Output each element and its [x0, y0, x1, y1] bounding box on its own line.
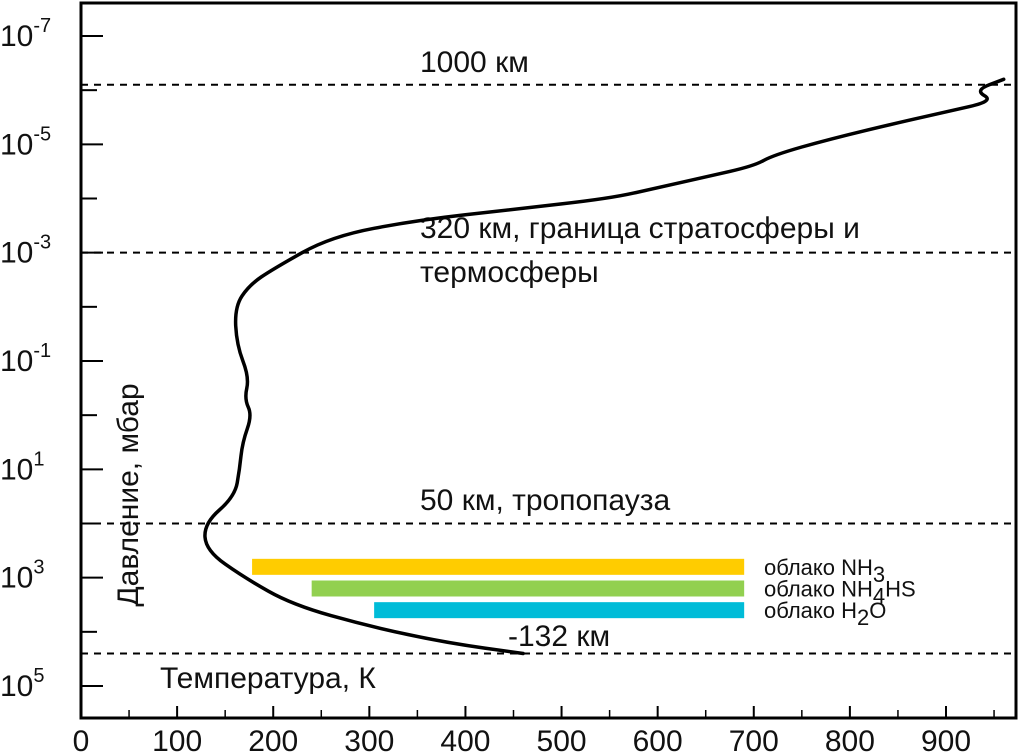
axis-labels: Давление, мбар Температура, К	[112, 383, 376, 695]
x-axis-label: Температура, К	[160, 662, 376, 695]
y-tick-label: 105	[0, 665, 45, 703]
y-tick-label: 10-5	[0, 123, 51, 161]
y-axis: 10-7 10-5 10-3 10-1 101 103 105	[0, 15, 103, 703]
reference-line-label: термосферы	[420, 256, 599, 289]
x-tick-label: 300	[344, 725, 394, 755]
reference-line-label: 50 км, тропопауза	[420, 484, 671, 517]
x-tick-label: 900	[921, 725, 971, 755]
cloud-bar	[311, 580, 745, 597]
y-axis-label: Давление, мбар	[112, 383, 145, 606]
cloud-label: облако H2O	[764, 598, 886, 630]
x-tick-label: 700	[729, 725, 779, 755]
cloud-label: облако NH3	[764, 555, 885, 587]
x-tick-label: 400	[440, 725, 490, 755]
x-tick-label: 0	[73, 725, 90, 755]
x-tick-label: 100	[152, 725, 202, 755]
temperature-profile-line	[203, 77, 1006, 656]
x-tick-label: 800	[825, 725, 875, 755]
cloud-bar	[252, 558, 745, 575]
y-tick-label: 10-3	[0, 232, 51, 270]
reference-lines: 1000 км 320 км, граница стратосферы и терм…	[81, 46, 1016, 655]
cloud-bar	[374, 602, 745, 619]
x-axis: 0 100 200 300 400 500 600 700 800 900	[73, 706, 995, 755]
cloud-label: облако NH4HS	[764, 577, 916, 609]
y-tick-label: 10-7	[0, 15, 51, 53]
series-layer	[203, 77, 1006, 656]
reference-line-label: -132 км	[508, 620, 610, 653]
x-tick-label: 200	[248, 725, 298, 755]
y-tick-label: 101	[0, 448, 45, 486]
reference-line-label: 1000 км	[420, 46, 529, 79]
reference-line-label: 320 км, граница стратосферы и	[420, 212, 860, 245]
y-tick-label: 103	[0, 557, 45, 595]
x-tick-label: 500	[537, 725, 587, 755]
y-tick-label: 10-1	[0, 340, 51, 378]
x-tick-label: 600	[633, 725, 683, 755]
